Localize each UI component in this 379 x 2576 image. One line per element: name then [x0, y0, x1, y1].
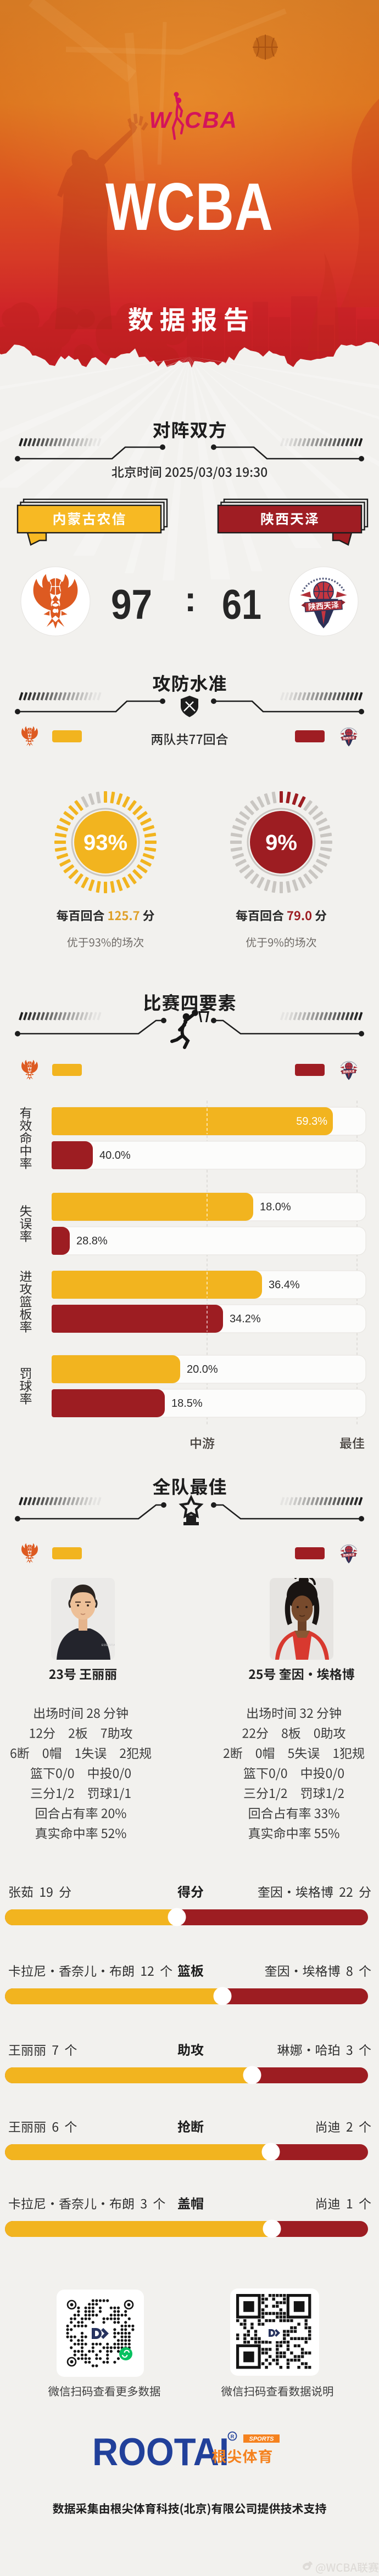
svg-text:ESSENTIALS: ESSENTIALS [102, 1644, 119, 1647]
svg-text:W: W [149, 107, 172, 133]
svg-text:WCBA: WCBA [105, 170, 274, 244]
svg-text:SPORTS: SPORTS [249, 2436, 274, 2443]
svg-text:59.3%: 59.3% [296, 1115, 327, 1128]
svg-text:ROOTAI: ROOTAI [92, 2431, 229, 2474]
svg-text:28.8%: 28.8% [76, 1235, 108, 1247]
svg-text:34.2%: 34.2% [230, 1313, 261, 1325]
svg-text:20.0%: 20.0% [187, 1363, 218, 1376]
svg-text:9%: 9% [265, 831, 297, 855]
svg-text:18.0%: 18.0% [260, 1201, 291, 1213]
svg-text:61: 61 [222, 582, 261, 628]
svg-text::: : [185, 579, 196, 619]
svg-text:97: 97 [111, 582, 152, 628]
svg-text:CBA: CBA [185, 107, 238, 133]
svg-text:36.4%: 36.4% [269, 1279, 300, 1291]
svg-text:18.5%: 18.5% [171, 1397, 203, 1410]
svg-text:93%: 93% [83, 831, 127, 855]
svg-text:40.0%: 40.0% [99, 1149, 131, 1162]
svg-text:R: R [231, 2434, 235, 2439]
